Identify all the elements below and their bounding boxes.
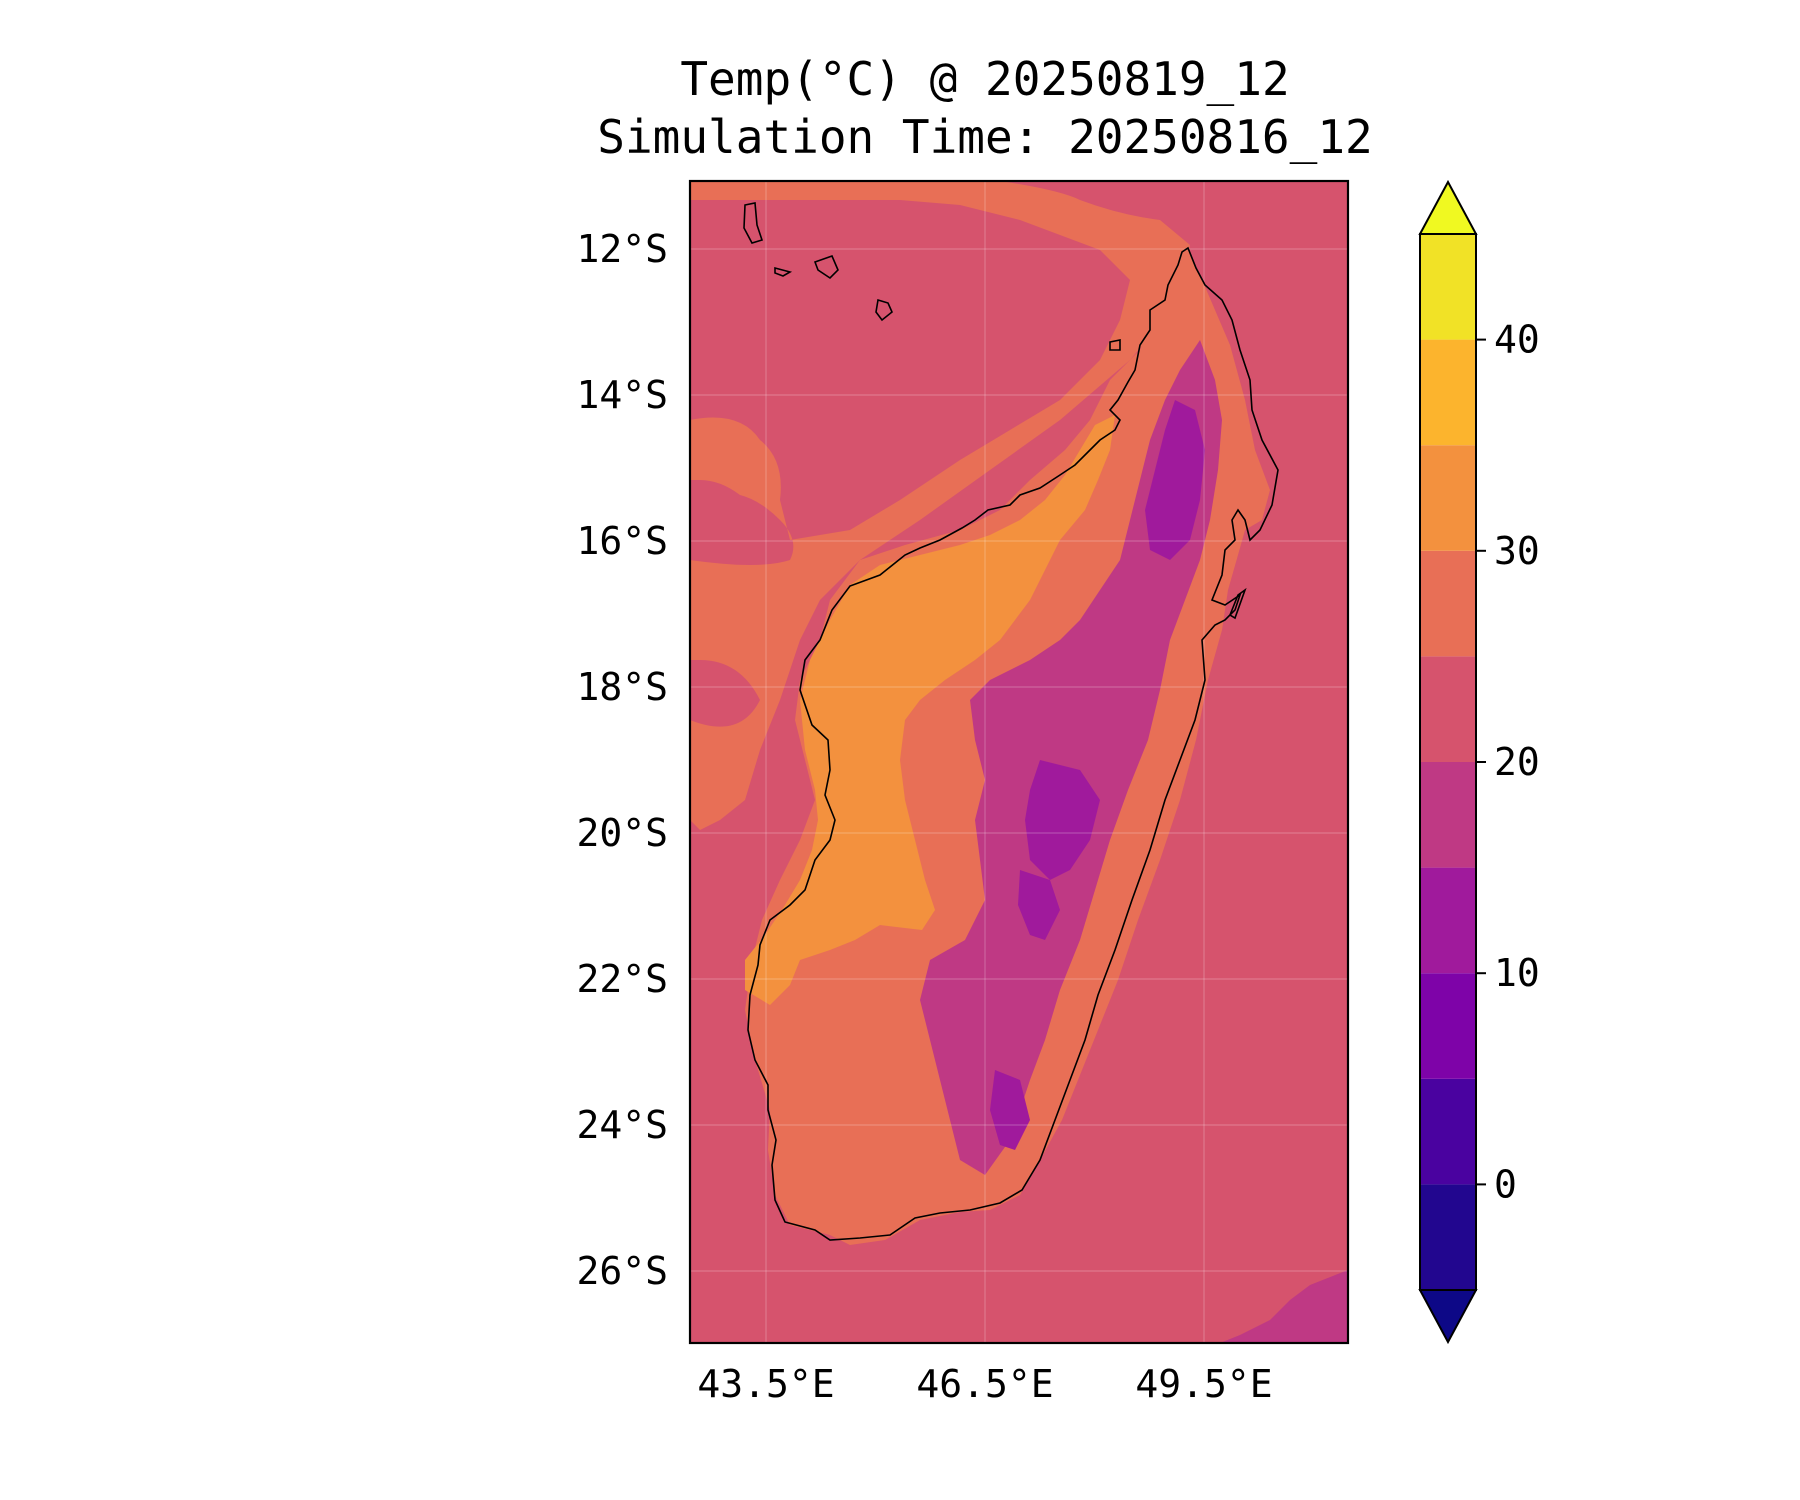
lat-tick-labels: 12°S 14°S 16°S 18°S 20°S 22°S 24°S 26°S xyxy=(576,227,668,1293)
map-title: Temp(°C) @ 20250819_12 Simulation Time: … xyxy=(510,50,1460,166)
colorbar: 0 10 20 30 40 xyxy=(1418,179,1540,1345)
lon-tick-labels: 43.5°E 46.5°E 49.5°E xyxy=(697,1362,1272,1406)
se-ocean-cool-region xyxy=(1220,1270,1348,1343)
colorbar-tick-label: 40 xyxy=(1494,318,1540,362)
lon-tick-label: 43.5°E xyxy=(697,1362,834,1406)
madagascar-coastline xyxy=(747,246,1279,1241)
colorbar-tick-label: 20 xyxy=(1494,740,1540,784)
lat-tick-label: 12°S xyxy=(576,227,668,271)
comoros-island-2 xyxy=(774,266,793,277)
lat-tick-label: 18°S xyxy=(576,665,668,709)
comoros-island-3 xyxy=(813,254,839,280)
west-interior-hot-region xyxy=(745,415,1115,1005)
sainte-marie-island xyxy=(1229,587,1247,620)
comoros-island-1 xyxy=(743,202,764,244)
colorbar-band xyxy=(1420,445,1476,551)
east-highlands-cool-region xyxy=(920,340,1222,1175)
mayotte-island xyxy=(875,298,893,322)
lat-tick-label: 14°S xyxy=(576,373,668,417)
highland-cold-core-2 xyxy=(1025,760,1100,880)
colorbar-band xyxy=(1420,234,1476,340)
title-line-2: Simulation Time: 20250816_12 xyxy=(597,110,1373,164)
lat-tick-label: 22°S xyxy=(576,957,668,1001)
colorbar-band xyxy=(1420,973,1476,1079)
colorbar-extend-max xyxy=(1418,179,1478,235)
colorbar-band xyxy=(1420,867,1476,974)
map-panel xyxy=(690,181,1348,1343)
map-gridlines xyxy=(690,181,1348,1343)
colorbar-band xyxy=(1420,550,1476,657)
lon-tick-label: 46.5°E xyxy=(916,1362,1053,1406)
colorbar-band xyxy=(1420,339,1476,446)
lat-tick-label: 24°S xyxy=(576,1103,668,1147)
colorbar-extend-min xyxy=(1418,1289,1478,1345)
colorbar-tick-label: 30 xyxy=(1494,529,1540,573)
highland-cold-core-4 xyxy=(990,1070,1030,1150)
lat-tick-label: 16°S xyxy=(576,519,668,563)
lat-tick-label: 26°S xyxy=(576,1249,668,1293)
lon-tick-label: 49.5°E xyxy=(1135,1362,1272,1406)
highland-cold-core-3 xyxy=(1018,870,1060,940)
colorbar-tick-label: 10 xyxy=(1494,951,1540,995)
colorbar-band xyxy=(1420,762,1476,868)
map-frame xyxy=(688,179,1350,1345)
title-line-1: Temp(°C) @ 20250819_12 xyxy=(680,52,1290,106)
colorbar-tick-label: 0 xyxy=(1494,1162,1517,1206)
nw-ocean-warm-region xyxy=(690,181,1190,830)
colorbar-band xyxy=(1420,656,1476,762)
colorbar-band xyxy=(1420,1078,1476,1185)
colorbar-band xyxy=(1420,1184,1476,1290)
coastlines xyxy=(743,202,1279,1241)
lat-tick-label: 20°S xyxy=(576,811,668,855)
nosy-be-island xyxy=(1109,339,1121,351)
highland-cold-core-1 xyxy=(1145,400,1205,560)
